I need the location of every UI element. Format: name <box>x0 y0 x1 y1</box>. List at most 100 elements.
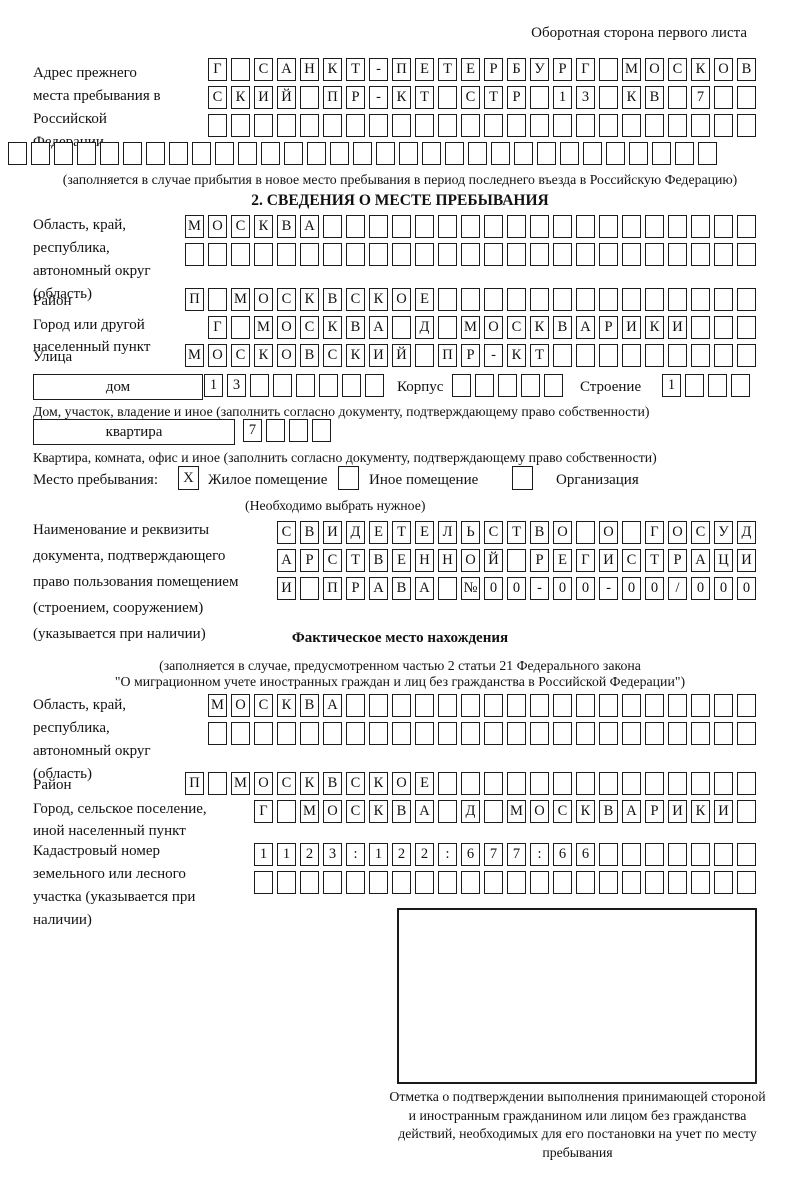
char-cell[interactable] <box>514 142 533 165</box>
char-cell[interactable] <box>346 114 365 137</box>
char-cell[interactable]: С <box>277 288 296 311</box>
char-cell[interactable]: К <box>277 694 296 717</box>
char-cell[interactable] <box>737 288 756 311</box>
char-cell[interactable]: Р <box>553 58 572 81</box>
char-cell[interactable]: Р <box>484 58 503 81</box>
char-cell[interactable]: О <box>668 521 687 544</box>
char-cell[interactable]: Г <box>254 800 273 823</box>
char-cell[interactable]: И <box>622 316 641 339</box>
char-cell[interactable] <box>507 871 526 894</box>
char-cell[interactable] <box>731 374 750 397</box>
char-cell[interactable]: М <box>208 694 227 717</box>
kadastr-row-2[interactable] <box>254 871 756 894</box>
char-cell[interactable] <box>254 243 273 266</box>
char-cell[interactable]: К <box>300 288 319 311</box>
char-cell[interactable]: О <box>530 800 549 823</box>
char-cell[interactable] <box>553 772 572 795</box>
char-cell[interactable] <box>185 243 204 266</box>
char-cell[interactable] <box>599 843 618 866</box>
oblast2-row-2[interactable] <box>208 722 756 745</box>
char-cell[interactable]: Н <box>415 549 434 572</box>
char-cell[interactable] <box>553 344 572 367</box>
char-cell[interactable]: Т <box>346 58 365 81</box>
char-cell[interactable] <box>530 722 549 745</box>
char-cell[interactable]: О <box>392 288 411 311</box>
char-cell[interactable] <box>599 86 618 109</box>
char-cell[interactable] <box>438 86 457 109</box>
char-cell[interactable] <box>323 243 342 266</box>
char-cell[interactable] <box>645 344 664 367</box>
char-cell[interactable] <box>599 772 618 795</box>
char-cell[interactable] <box>530 871 549 894</box>
char-cell[interactable] <box>415 871 434 894</box>
char-cell[interactable]: Е <box>553 549 572 572</box>
char-cell[interactable] <box>461 114 480 137</box>
char-cell[interactable] <box>737 871 756 894</box>
char-cell[interactable]: В <box>369 549 388 572</box>
char-cell[interactable] <box>622 215 641 238</box>
char-cell[interactable] <box>261 142 280 165</box>
char-cell[interactable] <box>537 142 556 165</box>
char-cell[interactable] <box>622 243 641 266</box>
char-cell[interactable]: С <box>346 288 365 311</box>
char-cell[interactable] <box>123 142 142 165</box>
char-cell[interactable]: В <box>737 58 756 81</box>
char-cell[interactable]: Й <box>277 86 296 109</box>
char-cell[interactable]: И <box>668 800 687 823</box>
char-cell[interactable]: И <box>369 344 388 367</box>
char-cell[interactable]: К <box>691 800 710 823</box>
char-cell[interactable] <box>461 215 480 238</box>
char-cell[interactable]: И <box>668 316 687 339</box>
char-cell[interactable] <box>714 243 733 266</box>
char-cell[interactable] <box>266 419 285 442</box>
char-cell[interactable] <box>484 114 503 137</box>
char-cell[interactable]: В <box>530 521 549 544</box>
char-cell[interactable]: О <box>484 316 503 339</box>
char-cell[interactable] <box>452 374 471 397</box>
char-cell[interactable] <box>668 722 687 745</box>
char-cell[interactable]: К <box>507 344 526 367</box>
char-cell[interactable]: К <box>622 86 641 109</box>
char-cell[interactable]: И <box>599 549 618 572</box>
char-cell[interactable] <box>691 772 710 795</box>
char-cell[interactable]: Е <box>415 521 434 544</box>
char-cell[interactable] <box>553 114 572 137</box>
char-cell[interactable] <box>599 288 618 311</box>
korpus-row[interactable] <box>452 374 563 397</box>
char-cell[interactable] <box>737 215 756 238</box>
char-cell[interactable]: Т <box>645 549 664 572</box>
char-cell[interactable] <box>461 722 480 745</box>
char-cell[interactable]: С <box>208 86 227 109</box>
char-cell[interactable]: Й <box>392 344 411 367</box>
char-cell[interactable] <box>438 577 457 600</box>
char-cell[interactable]: С <box>507 316 526 339</box>
checkbox-organizatsiya[interactable] <box>512 466 533 490</box>
char-cell[interactable] <box>583 142 602 165</box>
char-cell[interactable]: С <box>461 86 480 109</box>
char-cell[interactable] <box>737 722 756 745</box>
char-cell[interactable]: П <box>392 58 411 81</box>
char-cell[interactable]: В <box>300 344 319 367</box>
char-cell[interactable] <box>461 772 480 795</box>
char-cell[interactable] <box>622 521 641 544</box>
char-cell[interactable] <box>438 871 457 894</box>
char-cell[interactable]: - <box>599 577 618 600</box>
char-cell[interactable] <box>231 316 250 339</box>
char-cell[interactable] <box>231 114 250 137</box>
char-cell[interactable] <box>208 722 227 745</box>
char-cell[interactable]: Д <box>346 521 365 544</box>
char-cell[interactable] <box>254 114 273 137</box>
char-cell[interactable]: № <box>461 577 480 600</box>
char-cell[interactable] <box>323 215 342 238</box>
char-cell[interactable]: К <box>323 316 342 339</box>
char-cell[interactable]: А <box>300 215 319 238</box>
char-cell[interactable] <box>491 142 510 165</box>
char-cell[interactable]: Г <box>645 521 664 544</box>
char-cell[interactable] <box>553 215 572 238</box>
char-cell[interactable] <box>468 142 487 165</box>
char-cell[interactable]: П <box>323 86 342 109</box>
char-cell[interactable] <box>645 215 664 238</box>
char-cell[interactable]: Е <box>415 58 434 81</box>
char-cell[interactable] <box>300 722 319 745</box>
char-cell[interactable] <box>484 215 503 238</box>
